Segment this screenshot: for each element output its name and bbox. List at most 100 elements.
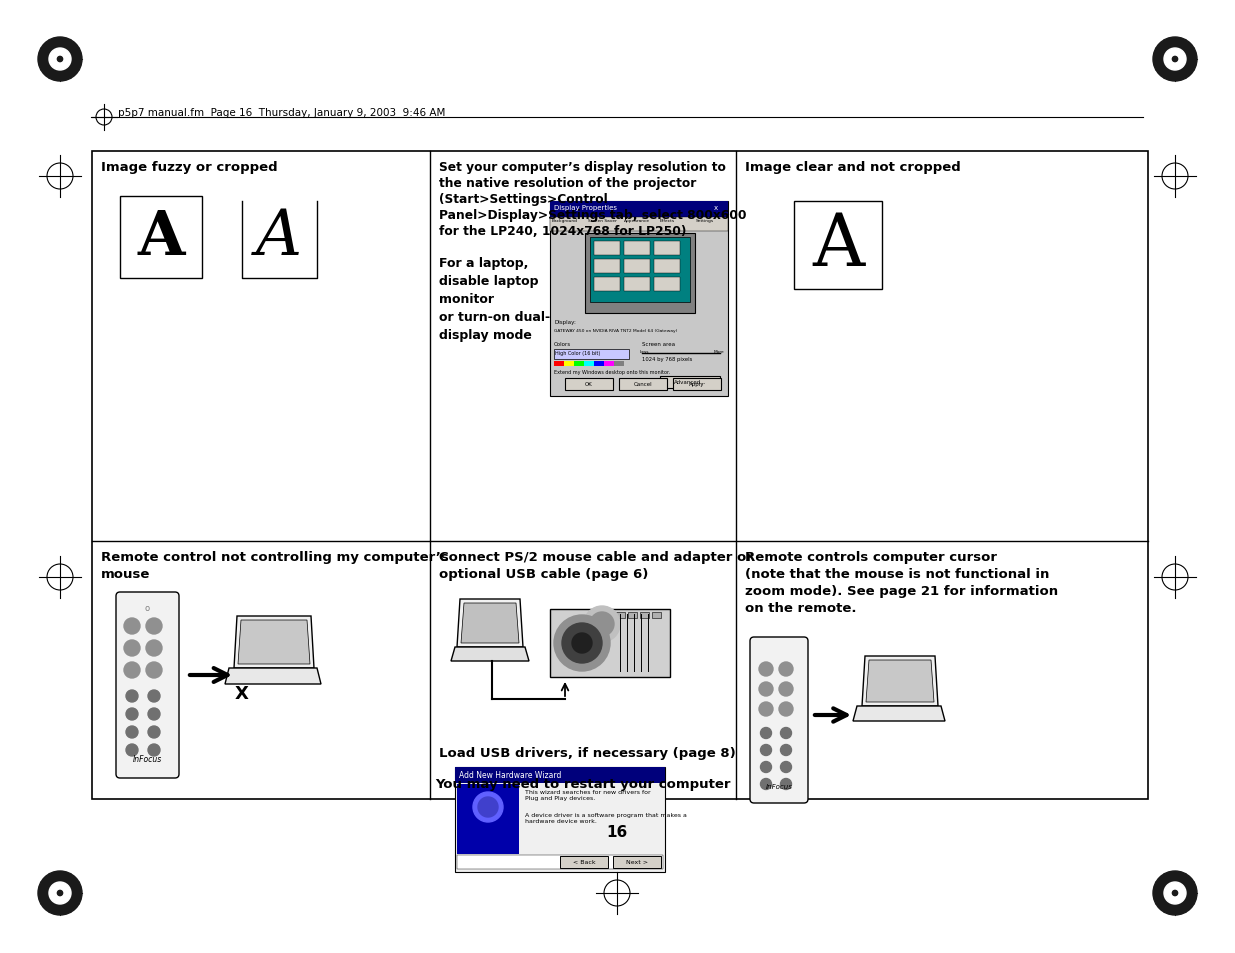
Text: Display Properties: Display Properties — [555, 205, 618, 211]
Circle shape — [124, 618, 140, 635]
Text: A: A — [256, 207, 303, 269]
Text: InFocus: InFocus — [766, 783, 793, 789]
Bar — [555, 350, 629, 359]
Bar — [555, 361, 564, 367]
Text: or turn-on dual-: or turn-on dual- — [438, 311, 550, 324]
Bar — [564, 361, 574, 367]
Text: Screen area: Screen area — [642, 341, 676, 347]
Text: the native resolution of the projector: the native resolution of the projector — [438, 177, 697, 190]
Bar — [594, 242, 620, 255]
Text: Effects: Effects — [659, 219, 676, 223]
Text: Advanced...: Advanced... — [674, 380, 706, 385]
Bar — [574, 361, 584, 367]
Text: InFocus: InFocus — [132, 755, 162, 763]
Bar — [550, 202, 727, 396]
Bar — [624, 260, 650, 274]
Text: A: A — [811, 211, 864, 281]
Circle shape — [761, 744, 772, 756]
Circle shape — [1172, 57, 1178, 63]
Text: p5p7 manual.fm  Page 16  Thursday, January 9, 2003  9:46 AM: p5p7 manual.fm Page 16 Thursday, January… — [119, 108, 446, 118]
Text: monitor: monitor — [438, 293, 494, 306]
Circle shape — [478, 797, 498, 817]
Circle shape — [1165, 49, 1186, 71]
Bar — [614, 361, 624, 367]
Bar — [457, 784, 519, 854]
Circle shape — [148, 708, 161, 720]
Circle shape — [760, 682, 773, 697]
Bar — [550, 609, 671, 678]
Circle shape — [761, 728, 772, 739]
Text: (note that the mouse is not functional in: (note that the mouse is not functional i… — [745, 567, 1050, 580]
Bar — [629, 613, 637, 618]
Bar — [619, 378, 667, 391]
Text: OK: OK — [585, 382, 593, 387]
Text: Settings: Settings — [697, 219, 714, 223]
FancyBboxPatch shape — [116, 593, 179, 779]
Text: Apply: Apply — [689, 382, 705, 387]
Circle shape — [57, 890, 63, 896]
Text: Appearance: Appearance — [624, 219, 650, 223]
Polygon shape — [866, 660, 934, 702]
Circle shape — [555, 616, 610, 671]
Circle shape — [761, 761, 772, 773]
Text: Remote control not controlling my computer’s: Remote control not controlling my comput… — [101, 551, 448, 563]
Bar — [652, 613, 661, 618]
Circle shape — [781, 779, 792, 790]
Bar — [590, 237, 690, 303]
Bar — [655, 242, 680, 255]
Polygon shape — [451, 647, 529, 661]
Text: mouse: mouse — [101, 567, 151, 580]
Bar — [659, 376, 720, 389]
Text: A: A — [137, 208, 185, 268]
Bar — [594, 361, 604, 367]
Text: Background: Background — [552, 219, 578, 223]
Circle shape — [779, 682, 793, 697]
Text: for the LP240, 1024x768 for LP250): for the LP240, 1024x768 for LP250) — [438, 225, 687, 237]
Circle shape — [124, 662, 140, 679]
Text: Image fuzzy or cropped: Image fuzzy or cropped — [101, 161, 278, 173]
Polygon shape — [233, 617, 314, 668]
Text: Add New Hardware Wizard: Add New Hardware Wizard — [459, 770, 562, 780]
Bar — [584, 361, 594, 367]
Circle shape — [146, 662, 162, 679]
Text: High Color (16 bit): High Color (16 bit) — [555, 351, 600, 355]
Bar — [585, 233, 695, 314]
Circle shape — [761, 779, 772, 790]
Circle shape — [57, 57, 63, 63]
Text: (Start>Settings>Control: (Start>Settings>Control — [438, 193, 608, 206]
Bar — [564, 378, 613, 391]
Text: o: o — [144, 604, 149, 613]
Circle shape — [38, 871, 82, 915]
Bar — [640, 613, 650, 618]
Bar — [624, 242, 650, 255]
Text: < Back: < Back — [573, 860, 595, 864]
Bar — [594, 260, 620, 274]
Text: Colors: Colors — [555, 341, 571, 347]
Circle shape — [148, 726, 161, 739]
Bar — [673, 378, 721, 391]
Circle shape — [49, 882, 70, 904]
Circle shape — [781, 744, 792, 756]
Text: Less: Less — [640, 350, 650, 354]
Text: This wizard searches for new drivers for
Plug and Play devices.: This wizard searches for new drivers for… — [525, 789, 651, 800]
Bar — [454, 767, 664, 872]
FancyBboxPatch shape — [750, 638, 808, 803]
Text: A device driver is a software program that makes a
hardware device work.: A device driver is a software program th… — [525, 812, 687, 823]
Polygon shape — [862, 657, 939, 706]
Polygon shape — [853, 706, 945, 721]
Circle shape — [124, 640, 140, 657]
Bar — [604, 361, 614, 367]
Circle shape — [38, 38, 82, 82]
Text: Next >: Next > — [626, 860, 648, 864]
Text: For a laptop,: For a laptop, — [438, 256, 529, 270]
Circle shape — [126, 744, 138, 757]
Circle shape — [146, 618, 162, 635]
Bar — [655, 277, 680, 292]
Bar — [454, 767, 664, 783]
Circle shape — [584, 606, 620, 642]
Bar — [559, 856, 608, 868]
Text: Extend my Windows desktop onto this monitor.: Extend my Windows desktop onto this moni… — [555, 370, 671, 375]
Text: zoom mode). See page 21 for information: zoom mode). See page 21 for information — [745, 584, 1058, 598]
Text: display mode: display mode — [438, 329, 532, 341]
Text: Screen Saver: Screen Saver — [588, 219, 616, 223]
